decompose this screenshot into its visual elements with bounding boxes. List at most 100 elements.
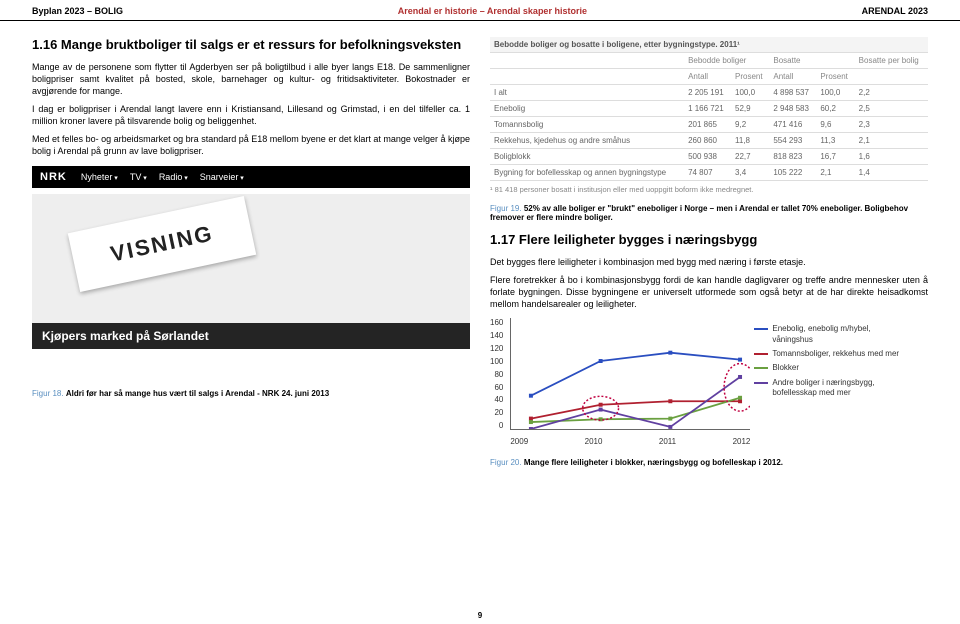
left-column: 1.16 Mange bruktboliger til salgs er et … [32,37,470,467]
legend-label: Tomannsboliger, rekkehus med mer [772,349,899,359]
table-row: I alt2 205 191100,04 898 537100,02,2 [490,85,928,101]
nrk-article-image: VISNING Kjøpers marked på Sørlandet [32,194,470,349]
table-row: Tomannsbolig201 8659,2471 4169,62,3 [490,117,928,133]
x-tick: 2009 [510,437,528,446]
col-header: Antall [769,69,816,85]
table-row: Enebolig1 166 72152,92 948 58360,22,5 [490,101,928,117]
figure-20-text: Mange flere leiligheter i blokker, nærin… [524,458,783,467]
table-cell: 11,3 [816,133,854,149]
y-tick: 100 [490,357,503,366]
table-cell: 3,4 [731,165,769,181]
housing-chart: 160140120100806040200 2009201020112012 E… [490,318,928,448]
legend-swatch [754,328,768,330]
legend-item: Andre boliger i næringsbygg, bofellesska… [754,378,904,399]
figure-19-label: Figur 19. [490,204,522,213]
col-header: Prosent [816,69,854,85]
figure-19-text: 52% av alle boliger er "brukt" enebolige… [490,204,908,222]
section-116-p2: I dag er boligpriser i Arendal langt lav… [32,103,470,127]
x-tick: 2010 [585,437,603,446]
legend-label: Blokker [772,363,799,373]
col-header: Prosent [731,69,769,85]
table-cell: 471 416 [769,117,816,133]
section-117-p2: Flere foretrekker å bo i kombinasjonsbyg… [490,274,928,310]
table-cell: 74 807 [684,165,731,181]
table-cell: 9,6 [816,117,854,133]
table-cell: 2 948 583 [769,101,816,117]
table-cell: 9,2 [731,117,769,133]
x-tick: 2012 [733,437,751,446]
legend-item: Blokker [754,363,904,373]
header-center: Arendal er historie – Arendal skaper his… [398,6,587,16]
header-left: Byplan 2023 – BOLIG [32,6,123,16]
table-cell: 2,5 [855,101,928,117]
table-row: Bygning for bofellesskap og annen bygnin… [490,165,928,181]
table-cell: 11,8 [731,133,769,149]
table-cell: 100,0 [816,85,854,101]
legend-item: Enebolig, enebolig m/hybel, våningshus [754,324,904,345]
section-117-title: 1.17 Flere leiligheter bygges i næringsb… [490,232,928,248]
figure-18-text: Aldri før har så mange hus vært til salg… [66,389,329,398]
table-cell: 1,4 [855,165,928,181]
table-row: Rekkehus, kjedehus og andre småhus260 86… [490,133,928,149]
table-cell: 4 898 537 [769,85,816,101]
legend-swatch [754,382,768,384]
nrk-menu-item[interactable]: TV [130,172,147,182]
y-tick: 20 [494,408,503,417]
housing-stats-table: Bebodde boliger og bosatte i boligene, e… [490,37,928,181]
y-tick: 120 [490,344,503,353]
section-117-p1: Det bygges flere leiligheter i kombinasj… [490,256,928,268]
table-cell: 2,3 [855,117,928,133]
table-group-c: Bosatte per bolig [855,53,928,69]
legend-label: Andre boliger i næringsbygg, bofellesska… [772,378,904,399]
table-cell: 1 166 721 [684,101,731,117]
main-content: 1.16 Mange bruktboliger til salgs er et … [0,21,960,475]
col-header: Antall [684,69,731,85]
table-cell: 16,7 [816,149,854,165]
figure-18-label: Figur 18. [32,389,64,398]
table-cell: Enebolig [490,101,684,117]
table-footnote: ¹ 81 418 personer bosatt i institusjon e… [490,185,928,194]
nrk-menu-item[interactable]: Snarveier [200,172,244,182]
legend-label: Enebolig, enebolig m/hybel, våningshus [772,324,904,345]
table-cell: 22,7 [731,149,769,165]
chart-x-axis: 2009 2010 2011 2012 [510,437,750,446]
legend-item: Tomannsboliger, rekkehus med mer [754,349,904,359]
table-cell: Rekkehus, kjedehus og andre småhus [490,133,684,149]
page-header: Byplan 2023 – BOLIG Arendal er historie … [0,0,960,21]
table-cell: 2,1 [855,133,928,149]
table-cell: Tomannsbolig [490,117,684,133]
legend-swatch [754,367,768,369]
x-tick: 2011 [659,437,676,446]
nrk-logo: NRK [40,171,67,183]
y-tick: 140 [490,331,503,340]
chart-y-axis: 160140120100806040200 [490,318,506,430]
section-116-p3: Med et felles bo- og arbeidsmarket og br… [32,133,470,157]
table-cell: 201 865 [684,117,731,133]
nrk-navbar: NRK Nyheter TV Radio Snarveier [32,166,470,188]
table-cell: 2,2 [855,85,928,101]
table-cell: 260 860 [684,133,731,149]
figure-18-caption: Figur 18. Aldri før har så mange hus vær… [32,389,470,398]
y-tick: 160 [490,318,503,327]
y-tick: 80 [494,370,503,379]
nrk-menu: Nyheter TV Radio Snarveier [81,172,244,182]
table-group-b: Bosatte [769,53,854,69]
figure-20-label: Figur 20. [490,458,522,467]
table-cell: 2,1 [816,165,854,181]
section-116-title: 1.16 Mange bruktboliger til salgs er et … [32,37,470,53]
table-cell: 500 938 [684,149,731,165]
y-tick: 60 [494,383,503,392]
section-116-p1: Mange av de personene som flytter til Ag… [32,61,470,97]
nrk-menu-item[interactable]: Nyheter [81,172,118,182]
table-cell: I alt [490,85,684,101]
y-tick: 0 [499,421,503,430]
page-number: 9 [0,611,960,620]
table-cell: 554 293 [769,133,816,149]
nrk-menu-item[interactable]: Radio [159,172,188,182]
table-cell: 60,2 [816,101,854,117]
table-cell: 1,6 [855,149,928,165]
legend-swatch [754,353,768,355]
visning-sign: VISNING [68,196,257,292]
table-cell: 52,9 [731,101,769,117]
nrk-article-overlay: Kjøpers marked på Sørlandet [32,323,470,349]
